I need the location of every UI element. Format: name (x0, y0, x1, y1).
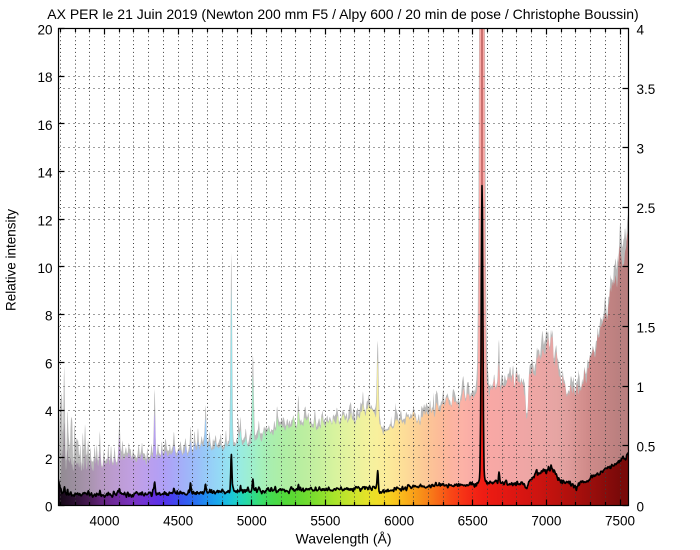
svg-text:6: 6 (45, 356, 53, 371)
svg-text:16: 16 (37, 118, 52, 133)
svg-text:2: 2 (45, 452, 53, 467)
svg-text:2.5: 2.5 (637, 201, 656, 216)
svg-text:0: 0 (637, 499, 645, 514)
svg-text:6000: 6000 (384, 514, 414, 529)
svg-text:4: 4 (637, 22, 645, 37)
svg-text:4500: 4500 (163, 514, 193, 529)
svg-text:Wavelength (Å): Wavelength (Å) (296, 531, 392, 547)
svg-text:5500: 5500 (310, 514, 340, 529)
svg-text:12: 12 (37, 213, 52, 228)
svg-text:14: 14 (37, 166, 53, 181)
svg-text:Relative intensity: Relative intensity (4, 209, 19, 311)
svg-text:7000: 7000 (531, 514, 561, 529)
svg-text:20: 20 (37, 23, 52, 38)
svg-text:3.5: 3.5 (637, 82, 656, 97)
svg-text:5000: 5000 (237, 514, 267, 529)
svg-text:AX PER le 21 Juin 2019 (Newton: AX PER le 21 Juin 2019 (Newton 200 mm F5… (47, 6, 638, 22)
svg-text:8: 8 (45, 309, 53, 324)
svg-text:2: 2 (637, 261, 645, 276)
svg-text:1: 1 (637, 380, 645, 395)
svg-text:18: 18 (37, 70, 52, 85)
svg-text:1.5: 1.5 (637, 320, 656, 335)
svg-text:0: 0 (45, 500, 53, 515)
svg-text:4: 4 (45, 404, 53, 419)
svg-text:10: 10 (37, 261, 52, 276)
svg-text:7500: 7500 (605, 514, 635, 529)
svg-text:6500: 6500 (458, 514, 488, 529)
svg-text:4000: 4000 (89, 514, 119, 529)
svg-text:0.5: 0.5 (637, 440, 656, 455)
svg-text:3: 3 (637, 142, 645, 157)
